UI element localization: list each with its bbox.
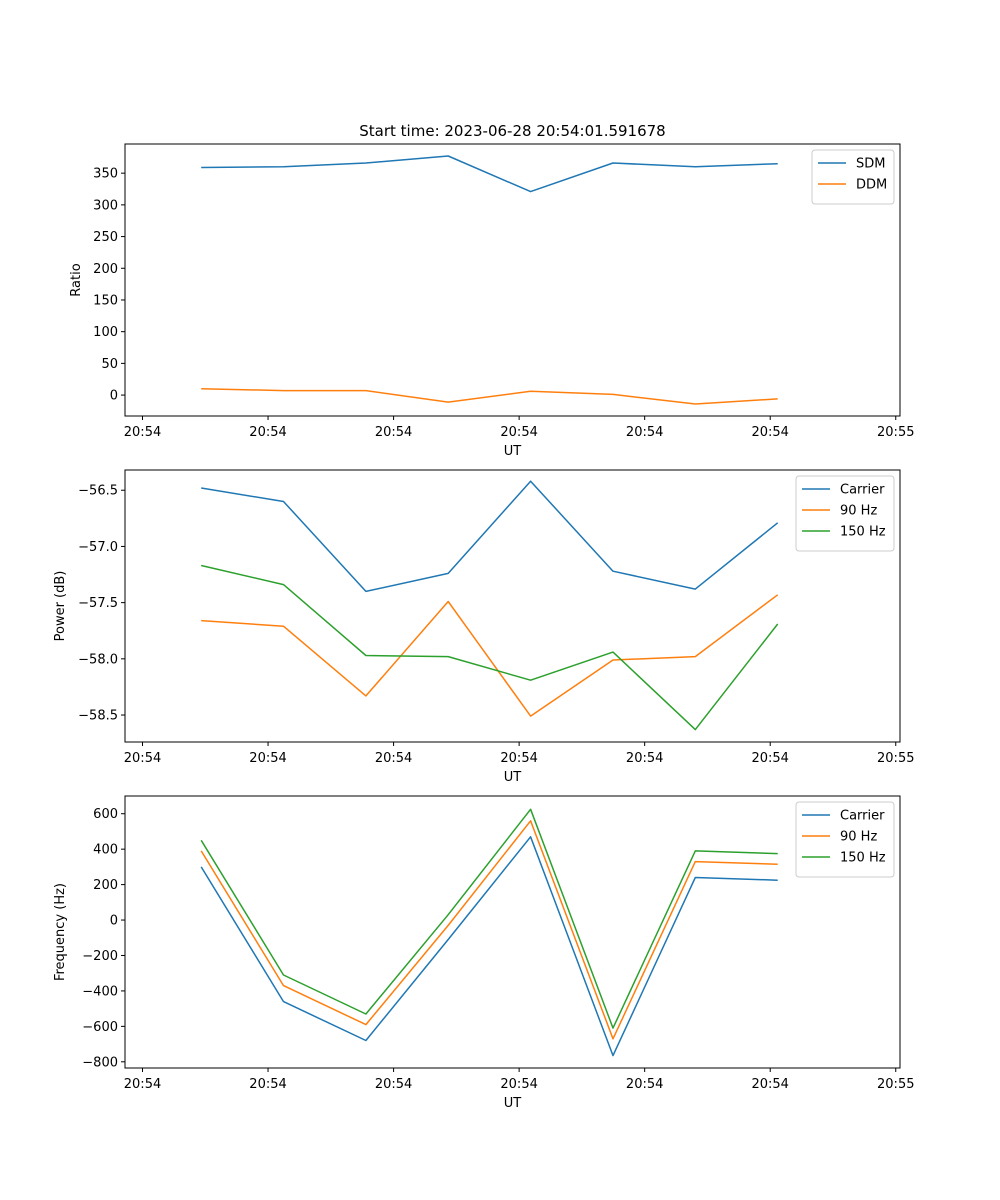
frequency-series-line-0 <box>200 836 778 1057</box>
frequency-x-tick-label: 20:54 <box>375 1077 412 1092</box>
power-y-tick-label: −57.5 <box>78 596 118 611</box>
frequency-x-axis-label: UT <box>504 1096 522 1111</box>
frequency-y-tick-label: −400 <box>82 984 118 999</box>
power-x-tick-label: 20:54 <box>249 751 286 766</box>
frequency-series-line-1 <box>200 820 778 1040</box>
ratio-y-tick-label: 350 <box>93 167 118 182</box>
ratio-y-tick-label: 50 <box>101 357 118 372</box>
power-series-line-2 <box>201 564 779 731</box>
power-legend-label: 90 Hz <box>840 504 877 519</box>
ratio-x-tick-label: 20:54 <box>249 425 286 440</box>
power-x-tick-label: 20:54 <box>375 751 412 766</box>
frequency-x-tick-label: 20:54 <box>500 1077 537 1092</box>
frequency-legend: Carrier 90 Hz 150 Hz <box>795 801 895 878</box>
power-legend-box <box>795 475 895 552</box>
frequency-x-tick-label: 20:54 <box>249 1077 286 1092</box>
frequency-y-tick-label: −600 <box>82 1020 118 1035</box>
ratio-axes-frame <box>124 143 901 417</box>
frequency-x-tick-label: 20:55 <box>877 1077 914 1092</box>
power-legend-label: 150 Hz <box>840 525 886 540</box>
frequency-y-tick-label: −200 <box>82 949 118 964</box>
ratio-x-tick-label: 20:54 <box>375 425 412 440</box>
power-y-tick-label: −58.0 <box>78 652 118 667</box>
ratio-y-tick-label: 100 <box>93 325 118 340</box>
frequency-y-tick-label: 200 <box>93 878 118 893</box>
power-x-tick-label: 20:54 <box>626 751 663 766</box>
power-legend: Carrier 90 Hz 150 Hz <box>795 475 895 552</box>
ratio-x-tick-label: 20:54 <box>626 425 663 440</box>
power-y-tick-label: −57.0 <box>78 540 118 555</box>
power-x-tick-label: 20:54 <box>500 751 537 766</box>
ratio-panel: 20:54 20:54 20:54 20:54 20:54 20:54 20:55 0 50 10… <box>69 143 914 459</box>
frequency-x-tick-label: 20:54 <box>626 1077 663 1092</box>
power-y-tick-label: −56.5 <box>78 484 118 499</box>
ratio-x-tick-label: 20:54 <box>500 425 537 440</box>
ratio-y-tick-label: 250 <box>93 230 118 245</box>
ratio-y-axis-label: Ratio <box>69 263 84 296</box>
frequency-y-tick-label: 400 <box>93 843 118 858</box>
frequency-series-line-2 <box>200 808 778 1029</box>
power-x-tick-label: 20:55 <box>877 751 914 766</box>
ratio-legend: SDM DDM <box>811 149 895 205</box>
ratio-series-line-1 <box>201 387 778 405</box>
power-series-line-1 <box>201 594 779 717</box>
frequency-y-axis-label: Frequency (Hz) <box>53 883 68 981</box>
frequency-y-tick-label: 600 <box>93 807 118 822</box>
ratio-x-axis-label: UT <box>504 444 522 459</box>
figure-title: Start time: 2023-06-28 20:54:01.591678 <box>359 122 665 140</box>
power-y-axis-label: Power (dB) <box>53 571 68 642</box>
frequency-x-tick-label: 20:54 <box>124 1077 161 1092</box>
frequency-legend-label: 150 Hz <box>840 851 886 866</box>
ratio-series-line-0 <box>201 155 778 193</box>
ratio-y-tick-label: 150 <box>93 293 118 308</box>
frequency-x-tick-label: 20:54 <box>751 1077 788 1092</box>
power-x-tick-label: 20:54 <box>751 751 788 766</box>
ratio-legend-label: SDM <box>856 157 885 172</box>
ratio-y-tick-label: 200 <box>93 262 118 277</box>
power-panel: 20:54 20:54 20:54 20:54 20:54 20:54 20:55 −58.5… <box>53 469 914 785</box>
power-series-line-0 <box>201 480 779 593</box>
power-axes-frame <box>124 469 901 743</box>
frequency-legend-label: 90 Hz <box>840 830 877 845</box>
ratio-x-tick-label: 20:54 <box>124 425 161 440</box>
frequency-legend-box <box>795 801 895 878</box>
ratio-legend-label: DDM <box>856 178 887 193</box>
power-x-tick-label: 20:54 <box>124 751 161 766</box>
power-x-axis-label: UT <box>504 770 522 785</box>
frequency-y-tick-label: −800 <box>82 1055 118 1070</box>
ratio-x-tick-label: 20:55 <box>877 425 914 440</box>
ratio-x-tick-label: 20:54 <box>751 425 788 440</box>
ratio-y-tick-label: 300 <box>93 198 118 213</box>
frequency-y-tick-label: 0 <box>110 914 118 929</box>
frequency-panel: 20:54 20:54 20:54 20:54 20:54 20:54 20:55 −800 −… <box>53 795 914 1111</box>
frequency-axes-frame <box>124 795 901 1069</box>
power-legend-label: Carrier <box>840 483 885 498</box>
frequency-legend-label: Carrier <box>840 809 885 824</box>
power-y-tick-label: −58.5 <box>78 709 118 724</box>
ratio-y-tick-label: 0 <box>110 389 118 404</box>
